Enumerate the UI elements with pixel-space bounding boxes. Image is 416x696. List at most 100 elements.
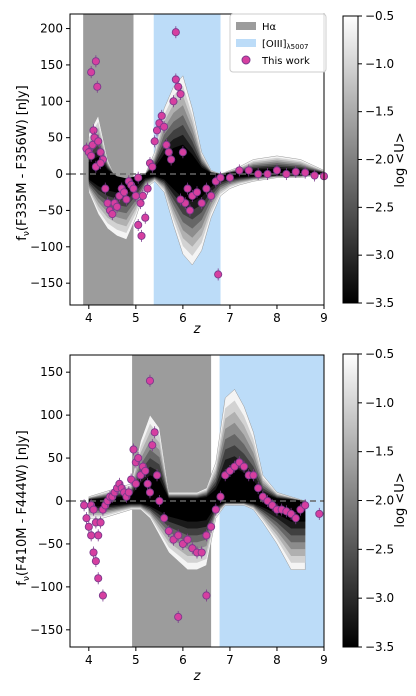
data-point bbox=[141, 466, 150, 475]
data-point bbox=[131, 191, 140, 200]
y-tick-label: 0 bbox=[55, 167, 63, 181]
data-point bbox=[145, 376, 155, 385]
colorbar-tick-label: −1.5 bbox=[365, 105, 394, 119]
colorbar-label: log <U> bbox=[393, 472, 408, 527]
colorbar-tick-label: −1.0 bbox=[365, 57, 394, 71]
data-point bbox=[145, 488, 155, 497]
data-point bbox=[235, 166, 244, 175]
data-point bbox=[216, 492, 225, 501]
data-point bbox=[167, 155, 176, 164]
data-point bbox=[94, 531, 103, 540]
data-point bbox=[202, 184, 211, 193]
data-point bbox=[164, 148, 173, 157]
y-tick-label: 100 bbox=[40, 94, 63, 108]
data-point bbox=[239, 462, 249, 471]
data-point bbox=[129, 445, 138, 454]
y-tick-label: 50 bbox=[48, 451, 63, 465]
data-point bbox=[244, 166, 253, 175]
colorbar-tick-label: −3.5 bbox=[365, 640, 394, 654]
colorbar-gradient bbox=[342, 15, 359, 304]
chart-panel-top: 4 5 6 7 8 9 −150 −100 −50 0 50 100 150 200 z fν(F335… bbox=[15, 13, 329, 337]
data-point bbox=[291, 514, 300, 523]
data-point bbox=[171, 75, 180, 84]
colorbar-ticks: −0.5 −1.0 −1.5 −2.0 −2.5 −3.0 −3.5 bbox=[358, 347, 394, 654]
data-point bbox=[87, 68, 96, 77]
plot-frame bbox=[69, 13, 325, 306]
x-tick-label: 4 bbox=[85, 653, 93, 667]
colorbar-tick-label: −2.0 bbox=[365, 153, 394, 167]
colorbar-bottom: −0.5 −1.0 −1.5 −2.0 −2.5 −3.0 −3.5 log <U> bbox=[342, 347, 408, 654]
x-tick-label: 9 bbox=[320, 653, 328, 667]
data-point bbox=[108, 210, 117, 219]
y-tick-label: 200 bbox=[40, 22, 63, 36]
data-point bbox=[202, 591, 211, 600]
data-point bbox=[202, 531, 211, 540]
x-tick-label: 5 bbox=[132, 653, 140, 667]
data-point bbox=[263, 169, 272, 179]
data-point bbox=[141, 213, 150, 222]
data-point bbox=[131, 479, 140, 488]
x-tick-label: 8 bbox=[273, 311, 281, 325]
data-point bbox=[138, 191, 147, 200]
data-point bbox=[207, 522, 216, 531]
legend-marker-points bbox=[241, 55, 251, 65]
y-axis-label: fν(F410M - F444W) [nJy] bbox=[15, 430, 32, 585]
data-point bbox=[89, 505, 98, 514]
data-point bbox=[225, 173, 234, 182]
data-point bbox=[216, 173, 225, 182]
data-points bbox=[80, 374, 324, 623]
data-point bbox=[96, 159, 105, 168]
data-point bbox=[160, 514, 169, 523]
data-point bbox=[150, 428, 159, 437]
x-axis-label: z bbox=[193, 669, 202, 684]
legend-swatch-halpha bbox=[236, 22, 256, 30]
y-tick-label: 100 bbox=[40, 408, 63, 422]
data-point bbox=[87, 531, 96, 540]
legend-label-halpha: Hα bbox=[262, 22, 277, 33]
x-tick-label: 9 bbox=[320, 311, 328, 325]
data-point bbox=[176, 89, 185, 99]
data-point bbox=[301, 168, 310, 177]
data-point bbox=[254, 484, 263, 493]
data-point bbox=[197, 548, 206, 557]
y-axis-ticks: −150 −100 −50 0 50 100 150 200 bbox=[30, 22, 70, 290]
colorbar-tick-label: −3.0 bbox=[365, 591, 394, 605]
y-tick-label: −50 bbox=[38, 537, 63, 551]
data-point bbox=[174, 531, 183, 540]
x-axis-label: z bbox=[193, 322, 202, 337]
data-point bbox=[96, 148, 105, 157]
data-point bbox=[143, 184, 152, 193]
data-point bbox=[124, 488, 133, 497]
model-envelope-layer-7 bbox=[88, 144, 324, 202]
data-point bbox=[134, 173, 143, 182]
colorbar-top: −0.5 −1.0 −1.5 −2.0 −2.5 −3.0 −3.5 log <U> bbox=[342, 9, 408, 310]
chart-panel-bottom: 4 5 6 7 8 9 −150 −100 −50 0 50 100 150 z fν(F410M -… bbox=[15, 354, 328, 684]
colorbar-tick-label: −1.0 bbox=[365, 396, 394, 410]
y-tick-label: 0 bbox=[55, 494, 63, 508]
data-point bbox=[169, 97, 178, 106]
y-tick-label: −100 bbox=[30, 580, 63, 594]
x-tick-label: 4 bbox=[85, 311, 93, 325]
data-point bbox=[129, 184, 138, 193]
colorbar-gradient bbox=[342, 353, 359, 648]
y-tick-label: −50 bbox=[38, 203, 63, 217]
data-point bbox=[310, 171, 319, 180]
model-envelope-layer-3 bbox=[88, 422, 306, 550]
x-tick-label: 7 bbox=[226, 311, 234, 325]
x-tick-label: 6 bbox=[179, 653, 187, 667]
colorbar-ticks: −0.5 −1.0 −1.5 −2.0 −2.5 −3.0 −3.5 bbox=[358, 9, 394, 310]
data-point bbox=[143, 479, 152, 488]
legend-label-oiii: [OIII]λ5007 bbox=[262, 39, 309, 51]
model-envelope-layer-5 bbox=[88, 445, 306, 536]
data-point bbox=[171, 28, 180, 37]
data-point bbox=[272, 166, 282, 175]
data-point bbox=[80, 501, 89, 510]
data-point bbox=[214, 270, 223, 279]
data-point bbox=[315, 509, 324, 518]
colorbar-tick-label: −2.0 bbox=[365, 494, 394, 508]
data-point bbox=[82, 514, 91, 523]
data-point bbox=[155, 496, 164, 506]
colorbar-tick-label: −0.5 bbox=[365, 9, 394, 23]
data-point bbox=[137, 231, 146, 240]
